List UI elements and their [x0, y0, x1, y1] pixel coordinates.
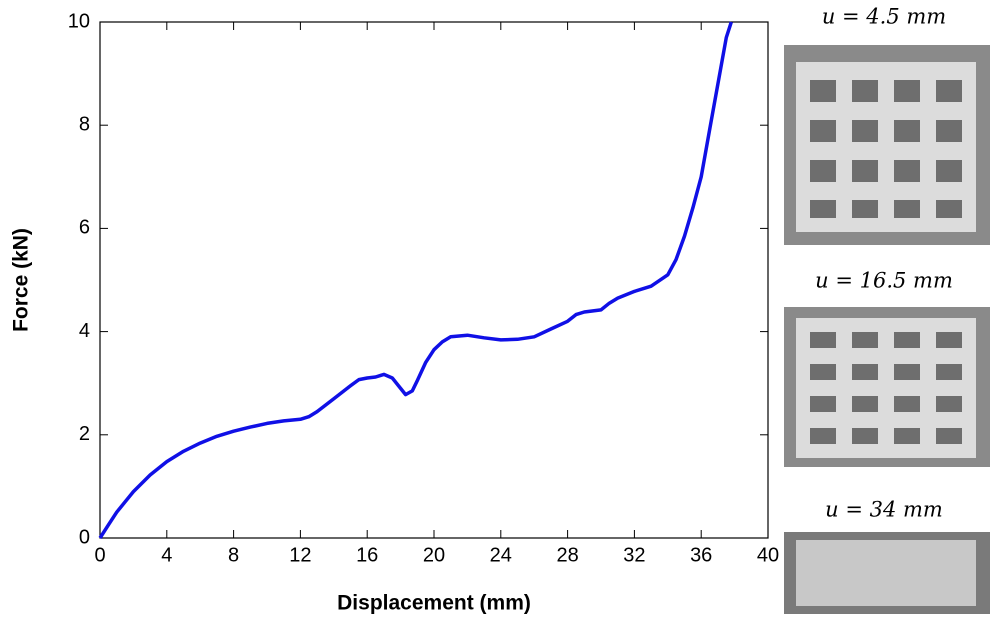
y-tick-label: 8 [79, 113, 90, 135]
x-tick-label: 0 [94, 544, 105, 566]
y-tick-label: 6 [79, 217, 90, 239]
y-tick-label: 2 [79, 423, 90, 445]
specimen-photo [784, 45, 990, 245]
x-tick-label: 32 [623, 544, 645, 566]
x-tick-label: 12 [289, 544, 311, 566]
x-tick-label: 36 [690, 544, 712, 566]
y-tick-label: 0 [79, 526, 90, 548]
specimen-photo [784, 532, 990, 614]
y-tick-label: 4 [79, 320, 90, 342]
x-tick-label: 24 [490, 544, 512, 566]
x-tick-label: 20 [423, 544, 445, 566]
photo-label: u = 4.5 mm [822, 5, 946, 29]
x-tick-label: 4 [161, 544, 172, 566]
plot-frame [99, 21, 769, 539]
x-tick-label: 40 [757, 544, 779, 566]
force-curve [98, 21, 733, 539]
photo-label: u = 34 mm [825, 498, 943, 522]
specimen-photo [784, 307, 990, 467]
x-tick-label: 28 [556, 544, 578, 566]
photo-label: u = 16.5 mm [815, 269, 953, 293]
x-tick-label: 16 [356, 544, 378, 566]
y-axis-label: Force (kN) [10, 228, 33, 332]
x-tick-label: 8 [228, 544, 239, 566]
y-tick-label: 10 [68, 10, 90, 32]
x-axis-label: Displacement (mm) [337, 592, 531, 615]
